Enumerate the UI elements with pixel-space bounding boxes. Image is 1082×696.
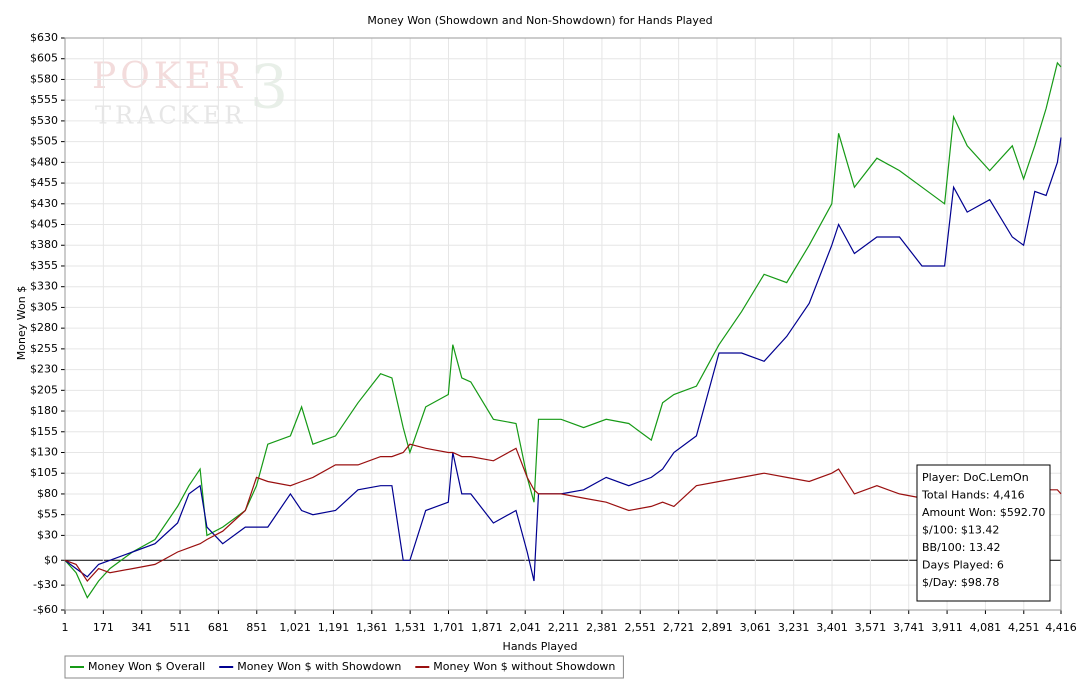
y-tick-label: $380 <box>30 238 58 251</box>
x-tick-label: 1 <box>62 621 69 634</box>
x-tick-label: 1,021 <box>279 621 311 634</box>
y-tick-label: $305 <box>30 300 58 313</box>
x-tick-label: 3,401 <box>816 621 848 634</box>
y-tick-label: $0 <box>44 553 58 566</box>
x-tick-label: 3,911 <box>931 621 963 634</box>
x-tick-label: 2,891 <box>701 621 733 634</box>
y-tick-label: $580 <box>30 72 58 85</box>
x-tick-label: 4,416 <box>1045 621 1077 634</box>
x-tick-label: 4,081 <box>970 621 1002 634</box>
watermark: POKER <box>92 56 246 97</box>
x-tick-label: 3,061 <box>740 621 772 634</box>
y-tick-label: $55 <box>37 508 58 521</box>
y-tick-label: -$60 <box>33 603 58 616</box>
info-text: Total Hands: 4,416 <box>921 489 1025 502</box>
x-tick-label: 2,381 <box>586 621 618 634</box>
x-tick-label: 341 <box>131 621 152 634</box>
y-tick-label: $230 <box>30 363 58 376</box>
y-tick-label: $255 <box>30 342 58 355</box>
series-line <box>64 137 1062 582</box>
y-tick-label: $355 <box>30 259 58 272</box>
y-tick-label: $505 <box>30 135 58 148</box>
legend-label: Money Won $ Overall <box>88 660 205 673</box>
legend: Money Won $ Overall Money Won $ with Show… <box>64 655 624 679</box>
chart-title: Money Won (Showdown and Non-Showdown) fo… <box>367 14 712 27</box>
y-tick-label: $630 <box>30 31 58 44</box>
y-tick-label: $30 <box>37 528 58 541</box>
y-tick-label: $180 <box>30 404 58 417</box>
x-tick-label: 3,741 <box>893 621 925 634</box>
x-axis-label: Hands Played <box>503 640 578 653</box>
y-tick-label: $605 <box>30 52 58 65</box>
x-tick-label: 4,251 <box>1008 621 1040 634</box>
y-tick-label: $130 <box>30 445 58 458</box>
legend-box <box>64 655 624 679</box>
y-axis-label: Money Won $ <box>15 286 28 360</box>
info-text: Player: DoC.LemOn <box>922 471 1029 484</box>
x-tick-label: 3,571 <box>855 621 887 634</box>
y-tick-label: $405 <box>30 218 58 231</box>
watermark: 3 <box>250 53 288 123</box>
info-text: BB/100: 13.42 <box>922 541 1001 554</box>
y-tick-label: -$30 <box>33 578 58 591</box>
y-tick-label: $430 <box>30 197 58 210</box>
y-tick-label: $455 <box>30 176 58 189</box>
x-tick-label: 2,721 <box>663 621 695 634</box>
x-tick-label: 851 <box>246 621 267 634</box>
y-tick-label: $280 <box>30 321 58 334</box>
y-tick-label: $530 <box>30 114 58 127</box>
y-tick-label: $555 <box>30 93 58 106</box>
legend-label: Money Won $ without Showdown <box>433 660 615 673</box>
y-tick-label: $205 <box>30 383 58 396</box>
x-tick-label: 1,361 <box>356 621 388 634</box>
x-tick-label: 511 <box>170 621 191 634</box>
info-box <box>916 464 1051 602</box>
x-tick-label: 171 <box>93 621 114 634</box>
x-tick-label: 2,551 <box>625 621 657 634</box>
x-tick-label: 1,701 <box>433 621 465 634</box>
info-text: $/100: $13.42 <box>922 524 999 537</box>
x-tick-label: 2,041 <box>509 621 541 634</box>
x-tick-label: 1,871 <box>471 621 503 634</box>
x-tick-label: 1,531 <box>394 621 426 634</box>
y-tick-label: $155 <box>30 425 58 438</box>
y-tick-label: $330 <box>30 280 58 293</box>
info-text: $/Day: $98.78 <box>922 576 999 589</box>
y-tick-label: $80 <box>37 487 58 500</box>
info-text: Days Played: 6 <box>922 559 1004 572</box>
legend-label: Money Won $ with Showdown <box>237 660 401 673</box>
x-tick-label: 3,231 <box>778 621 810 634</box>
x-tick-label: 681 <box>208 621 229 634</box>
plot-border <box>64 37 1062 611</box>
series-line <box>64 443 1062 582</box>
info-text: Amount Won: $592.70 <box>922 506 1045 519</box>
y-tick-label: $480 <box>30 155 58 168</box>
x-tick-label: 1,191 <box>318 621 350 634</box>
watermark: TRACKER <box>95 102 246 130</box>
y-tick-label: $105 <box>30 466 58 479</box>
x-tick-label: 2,211 <box>548 621 580 634</box>
